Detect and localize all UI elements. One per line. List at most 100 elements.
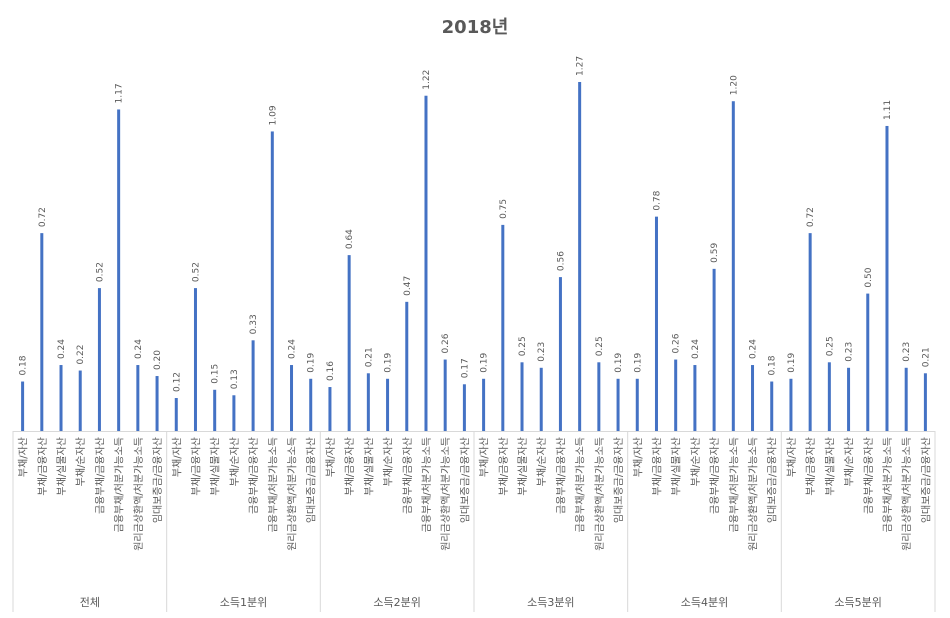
category-label: 부채/금융자산 xyxy=(190,437,202,496)
bar xyxy=(232,395,236,431)
bar xyxy=(520,362,524,431)
bar xyxy=(597,362,601,431)
bar xyxy=(674,359,678,431)
bar xyxy=(923,373,927,431)
bar xyxy=(847,367,851,431)
category-label: 임대보증금/금융자산 xyxy=(919,437,932,523)
bar xyxy=(462,384,466,431)
data-label: 0.33 xyxy=(249,314,259,334)
bar xyxy=(558,277,562,431)
data-label: 0.72 xyxy=(38,207,48,227)
bar xyxy=(616,378,620,431)
data-label: 0.72 xyxy=(806,207,816,227)
category-label: 부채/금융자산 xyxy=(37,437,49,496)
data-label: 0.52 xyxy=(191,262,201,282)
data-label: 0.26 xyxy=(672,333,682,353)
bar xyxy=(539,367,543,431)
category-label: 금융부채/금융자산 xyxy=(94,437,106,514)
bar xyxy=(751,365,755,431)
category-label: 부채/순자산 xyxy=(690,437,702,486)
bar xyxy=(808,233,812,431)
data-label: 0.19 xyxy=(384,352,394,372)
bar xyxy=(347,255,351,431)
category-label: 임대보증금/금융자산 xyxy=(458,437,471,523)
category-label: 금융부채/처분가능소득 xyxy=(882,437,894,532)
bar xyxy=(578,81,582,432)
data-label: 0.16 xyxy=(326,361,336,381)
category-label: 원리금상환액/처분가능소득 xyxy=(901,437,913,551)
data-label: 0.19 xyxy=(614,352,624,372)
data-label: 0.21 xyxy=(364,347,374,367)
data-label: 0.18 xyxy=(768,355,778,375)
bar xyxy=(366,373,370,431)
bar xyxy=(21,381,25,431)
category-label: 부채/금융자산 xyxy=(498,437,510,496)
category-label: 원리금상환액/처분가능소득 xyxy=(440,437,452,551)
category-label: 원리금상환액/처분가능소득 xyxy=(287,437,299,551)
data-label: 0.24 xyxy=(691,339,701,359)
bar xyxy=(270,131,274,431)
data-label: 0.19 xyxy=(480,352,490,372)
category-label: 부채/실물자산 xyxy=(517,437,529,496)
data-label: 1.17 xyxy=(115,83,125,103)
bar xyxy=(193,288,197,431)
bar xyxy=(712,268,716,431)
data-label: 0.20 xyxy=(153,350,163,370)
group-label: 소득2분위 xyxy=(373,596,420,609)
category-label: 임대보증금/금융자산 xyxy=(305,437,318,523)
category-label: 임대보증금/금융자산 xyxy=(766,437,779,523)
data-label: 0.13 xyxy=(230,369,240,389)
bar xyxy=(78,370,82,431)
category-label: 임대보증금/금융자산 xyxy=(612,437,625,523)
category-label: 부채/순자산 xyxy=(229,437,241,486)
bar xyxy=(117,109,121,431)
data-label: 0.47 xyxy=(403,276,413,296)
category-label: 금융부채/금융자산 xyxy=(555,437,567,514)
data-label: 0.24 xyxy=(134,339,144,359)
data-label: 0.25 xyxy=(518,336,528,356)
data-label: 0.75 xyxy=(499,199,509,219)
data-label: 0.18 xyxy=(19,355,29,375)
category-label: 금융부채/금융자산 xyxy=(863,437,875,514)
bar xyxy=(731,101,735,431)
data-label: 1.20 xyxy=(729,75,739,95)
data-label: 0.25 xyxy=(595,336,605,356)
category-label: 금융부채/처분가능소득 xyxy=(575,437,587,532)
category-label: 임대보증금/금융자산 xyxy=(151,437,164,523)
bar xyxy=(136,365,140,431)
category-label: 금융부채/처분가능소득 xyxy=(114,437,126,532)
bar xyxy=(405,301,409,431)
bar xyxy=(770,381,774,431)
bar xyxy=(386,378,390,431)
bar xyxy=(328,387,332,431)
category-label: 부채/자산 xyxy=(18,437,30,477)
chart-title: 2018년 xyxy=(442,17,509,38)
bar xyxy=(482,378,486,431)
category-label: 금융부채/금융자산 xyxy=(402,437,414,514)
bar xyxy=(97,288,101,431)
bar xyxy=(443,359,447,431)
bar xyxy=(309,378,313,431)
category-label: 원리금상환액/처분가능소득 xyxy=(748,437,760,551)
category-label: 부채/금융자산 xyxy=(805,437,817,496)
category-label: 부채/순자산 xyxy=(383,437,395,486)
data-label: 0.22 xyxy=(76,344,86,364)
data-label: 0.24 xyxy=(288,339,298,359)
category-label: 부채/자산 xyxy=(479,437,491,477)
category-label: 부채/순자산 xyxy=(536,437,548,486)
category-label: 금융부채/처분가능소득 xyxy=(267,437,279,532)
data-label: 0.78 xyxy=(652,190,662,210)
category-label: 금융부채/처분가능소득 xyxy=(728,437,740,532)
data-label: 0.19 xyxy=(307,352,317,372)
data-label: 0.23 xyxy=(845,342,855,362)
category-label: 부채/금융자산 xyxy=(651,437,663,496)
bar xyxy=(866,293,870,431)
category-label: 부채/실물자산 xyxy=(210,437,222,496)
bar xyxy=(213,389,217,431)
category-label: 부채/금융자산 xyxy=(344,437,356,496)
bar xyxy=(174,398,178,431)
category-label: 원리금상환액/처분가능소득 xyxy=(594,437,606,551)
group-label: 소득1분위 xyxy=(220,596,267,609)
data-label: 0.19 xyxy=(633,352,643,372)
